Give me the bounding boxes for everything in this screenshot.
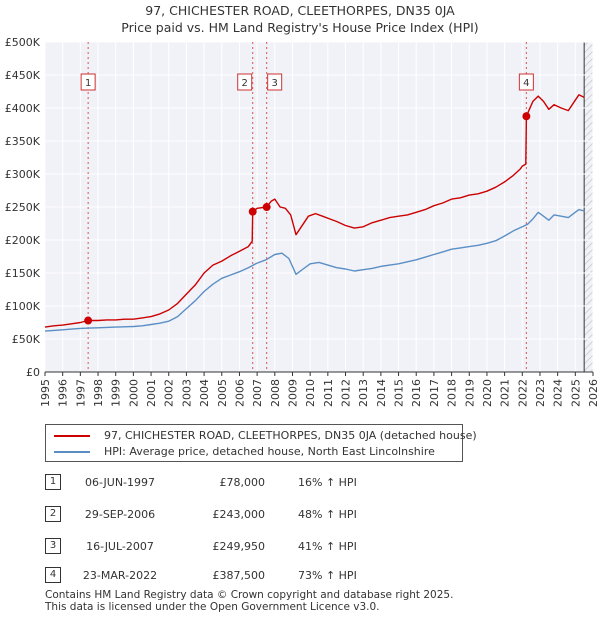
- sale-row-3: 3 16-JUL-2007 £249,950 41% ↑ HPI: [45, 537, 465, 557]
- sale-annotation-label: 2: [242, 78, 248, 89]
- x-tick-label: 2020: [481, 379, 494, 407]
- y-tick-label: £0: [26, 366, 40, 379]
- x-tick-label: 1998: [92, 379, 105, 407]
- sale-date: 16-JUL-2007: [86, 540, 154, 553]
- sale-row-2: 2 29-SEP-2006 £243,000 48% ↑ HPI: [45, 505, 465, 525]
- x-tick-label: 2011: [322, 379, 335, 407]
- legend-label-hpi: HPI: Average price, detached house, Nort…: [104, 445, 435, 458]
- sale-number: 3: [45, 538, 61, 554]
- sale-hpi: 41% ↑ HPI: [298, 540, 357, 553]
- hpi-line: [44, 208, 585, 332]
- sale-point: [248, 207, 257, 216]
- sale-price: £243,000: [212, 508, 266, 521]
- x-tick-label: 2018: [446, 379, 459, 407]
- sale-annotation-label: 1: [85, 78, 91, 89]
- x-tick-label: 2001: [145, 379, 158, 407]
- legend-item-hpi: HPI: Average price, detached house, Nort…: [54, 444, 435, 460]
- legend-swatch-hpi: [54, 451, 90, 453]
- legend-item-property: 97, CHICHESTER ROAD, CLEETHORPES, DN35 0…: [54, 428, 477, 444]
- sale-annotation-box: [267, 73, 283, 91]
- sale-annotation-label: 3: [271, 78, 277, 89]
- x-tick-label: 1995: [39, 379, 52, 407]
- x-tick-label: 2010: [304, 379, 317, 407]
- x-tick-label: 2024: [552, 379, 565, 407]
- x-tick-label: 2026: [587, 379, 600, 407]
- x-tick-label: 2021: [499, 379, 512, 407]
- y-tick-label: £50K: [12, 333, 41, 346]
- x-tick-label: 2004: [198, 379, 211, 407]
- sale-hpi: 73% ↑ HPI: [298, 569, 357, 582]
- sale-hpi: 48% ↑ HPI: [298, 508, 357, 521]
- y-tick-label: £400K: [5, 102, 41, 115]
- sale-price: £78,000: [219, 476, 266, 489]
- footer: Contains HM Land Registry data © Crown c…: [45, 589, 453, 613]
- x-tick-label: 2009: [286, 379, 299, 407]
- sale-hpi: 16% ↑ HPI: [298, 476, 357, 489]
- sale-number: 1: [45, 474, 61, 490]
- x-tick-label: 2022: [516, 379, 529, 407]
- x-tick-label: 1997: [74, 379, 87, 407]
- sale-annotation-box: [80, 73, 96, 91]
- sale-point: [522, 112, 531, 121]
- x-tick-label: 2003: [180, 379, 193, 407]
- x-tick-label: 2002: [163, 379, 176, 407]
- sale-row-4: 4 23-MAR-2022 £387,500 73% ↑ HPI: [45, 566, 465, 586]
- y-tick-label: £200K: [5, 234, 41, 247]
- price-chart: 1 2 3 4 £0 £50K £100K £150K £200K £250K £300K £350…: [5, 36, 600, 407]
- x-tick-label: 2015: [393, 379, 406, 407]
- x-tick-label: 2000: [127, 379, 140, 407]
- footer-line-1: Contains HM Land Registry data © Crown c…: [45, 589, 454, 601]
- y-tick-label: £350K: [5, 135, 41, 148]
- sale-annotation-box: [237, 73, 253, 91]
- chart-title-block: 97, CHICHESTER ROAD, CLEETHORPES, DN35 0…: [0, 2, 600, 36]
- y-tick-label: £100K: [5, 300, 41, 313]
- x-tick-label: 2017: [428, 379, 441, 407]
- y-tick-label: £300K: [5, 168, 41, 181]
- sale-row-1: 1 06-JUN-1997 £78,000 16% ↑ HPI: [45, 473, 465, 493]
- x-tick-label: 1999: [110, 379, 123, 407]
- y-tick-label: £500K: [5, 36, 41, 49]
- sale-price: £387,500: [212, 569, 266, 582]
- sale-point: [84, 316, 93, 325]
- footer-line-2: This data is licensed under the Open Gov…: [45, 601, 380, 613]
- sale-date: 23-MAR-2022: [82, 569, 158, 582]
- sale-number: 4: [45, 567, 61, 583]
- sale-annotation-box: [518, 73, 534, 91]
- x-tick-label: 2013: [357, 379, 370, 407]
- y-tick-label: £250K: [5, 201, 41, 214]
- x-tick-label: 2005: [216, 379, 229, 407]
- sale-point: [262, 203, 271, 212]
- x-tick-label: 2023: [534, 379, 547, 407]
- y-tick-label: £150K: [5, 267, 41, 280]
- property-price-line: [44, 94, 585, 328]
- x-tick-label: 2014: [375, 379, 388, 407]
- sale-annotation-label: 4: [523, 78, 529, 89]
- sale-date: 29-SEP-2006: [84, 508, 156, 521]
- x-tick-label: 1996: [57, 379, 70, 407]
- x-tick-label: 2008: [269, 379, 282, 407]
- x-tick-label: 2012: [340, 379, 353, 407]
- x-tick-label: 2019: [463, 379, 476, 407]
- x-tick-label: 2006: [233, 379, 246, 407]
- legend: 97, CHICHESTER ROAD, CLEETHORPES, DN35 0…: [45, 424, 477, 462]
- sale-date: 06-JUN-1997: [84, 476, 156, 489]
- y-tick-label: £450K: [5, 69, 41, 82]
- chart-subtitle: Price paid vs. HM Land Registry's House …: [121, 20, 479, 35]
- sale-price: £249,950: [212, 540, 266, 553]
- x-tick-label: 2016: [410, 379, 423, 407]
- legend-swatch-property: [54, 435, 90, 437]
- x-tick-label: 2007: [251, 379, 264, 407]
- legend-label-property: 97, CHICHESTER ROAD, CLEETHORPES, DN35 0…: [104, 429, 477, 442]
- x-tick-label: 2025: [569, 379, 582, 407]
- chart-title: 97, CHICHESTER ROAD, CLEETHORPES, DN35 0…: [145, 3, 455, 18]
- sale-number: 2: [45, 506, 61, 522]
